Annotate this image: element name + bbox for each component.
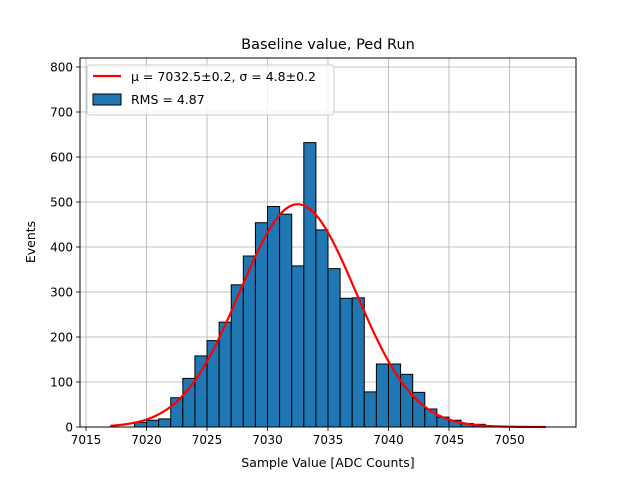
histogram-bar xyxy=(279,213,293,428)
x-tick-label: 7040 xyxy=(373,433,404,447)
chart-title: Baseline value, Ped Run xyxy=(241,37,415,53)
histogram-bar xyxy=(339,297,353,428)
histogram-bars xyxy=(133,142,486,428)
x-tick-label: 7045 xyxy=(434,433,465,447)
x-axis-label: Sample Value [ADC Counts] xyxy=(241,455,414,470)
y-tick-label: 700 xyxy=(50,105,73,119)
y-tick-label: 200 xyxy=(50,330,73,344)
histogram-bar xyxy=(327,268,341,428)
histogram-bar xyxy=(291,265,305,428)
histogram-bar xyxy=(206,340,220,428)
legend-frame xyxy=(86,64,335,116)
histogram-bar xyxy=(303,142,317,428)
x-tick-label: 7050 xyxy=(494,433,525,447)
y-axis-label: Events xyxy=(23,221,38,263)
histogram-bar xyxy=(158,418,172,428)
histogram-bar xyxy=(375,363,389,428)
x-tick-label: 7015 xyxy=(71,433,102,447)
gaussian-fit-curve xyxy=(110,203,546,429)
y-tick-label: 600 xyxy=(50,150,73,164)
histogram-bar xyxy=(182,377,196,428)
x-tick-label: 7025 xyxy=(192,433,223,447)
legend-histogram-label: RMS = 4.87 xyxy=(131,92,205,107)
histogram-bar xyxy=(146,419,160,428)
legend-histogram-swatch xyxy=(92,93,122,106)
histogram-bar xyxy=(363,391,377,428)
y-tick-label: 800 xyxy=(50,60,73,74)
y-tick-label: 100 xyxy=(50,375,73,389)
x-tick-label: 7030 xyxy=(252,433,283,447)
y-tick-label: 500 xyxy=(50,195,73,209)
y-tick-label: 300 xyxy=(50,285,73,299)
axis-ticks: 7015 7020 7025 7030 7035 7040 7045 7050 0 100 200 3… xyxy=(50,60,525,447)
histogram-bar xyxy=(351,297,365,428)
x-tick-label: 7020 xyxy=(131,433,162,447)
histogram-bar xyxy=(267,206,281,428)
legend: μ = 7032.5±0.2, σ = 4.8±0.2 RMS = 4.87 xyxy=(86,64,335,116)
y-tick-label: 0 xyxy=(65,420,73,434)
y-tick-label: 400 xyxy=(50,240,73,254)
x-tick-label: 7035 xyxy=(313,433,344,447)
histogram-bar xyxy=(218,321,232,428)
histogram-bar xyxy=(315,229,329,428)
legend-fit-label: μ = 7032.5±0.2, σ = 4.8±0.2 xyxy=(131,69,316,84)
